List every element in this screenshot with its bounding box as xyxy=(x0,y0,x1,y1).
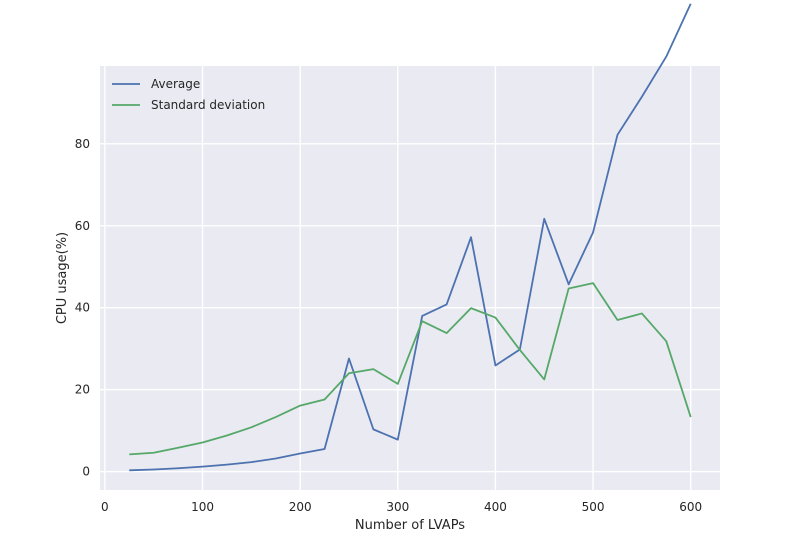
y-tick-label: 20 xyxy=(75,383,90,397)
legend-label: Average xyxy=(151,77,200,91)
x-tick-label: 600 xyxy=(679,500,702,514)
x-tick-label: 300 xyxy=(386,500,409,514)
y-tick-labels: 0 20 40 60 80 xyxy=(75,137,90,479)
grid-lines xyxy=(100,66,720,490)
legend: Average Standard deviation xyxy=(112,77,265,112)
y-tick-label: 40 xyxy=(75,301,90,315)
series-line-standard-deviation xyxy=(129,282,692,456)
y-tick-label: 60 xyxy=(75,219,90,233)
x-tick-label: 200 xyxy=(289,500,312,514)
x-tick-label: 500 xyxy=(582,500,605,514)
x-tick-labels: 0 100 200 300 400 500 600 xyxy=(101,500,702,514)
x-tick-label: 400 xyxy=(484,500,507,514)
plot-area xyxy=(100,66,720,490)
legend-label: Standard deviation xyxy=(151,98,265,112)
y-tick-label: 80 xyxy=(75,137,90,151)
x-tick-label: 0 xyxy=(101,500,109,514)
series-line-average xyxy=(129,3,692,472)
x-tick-label: 100 xyxy=(191,500,214,514)
x-axis-label: Number of LVAPs xyxy=(355,518,465,533)
y-tick-label: 0 xyxy=(82,465,90,479)
series-lines xyxy=(129,3,692,472)
y-axis-label: CPU usage(%) xyxy=(55,232,70,324)
